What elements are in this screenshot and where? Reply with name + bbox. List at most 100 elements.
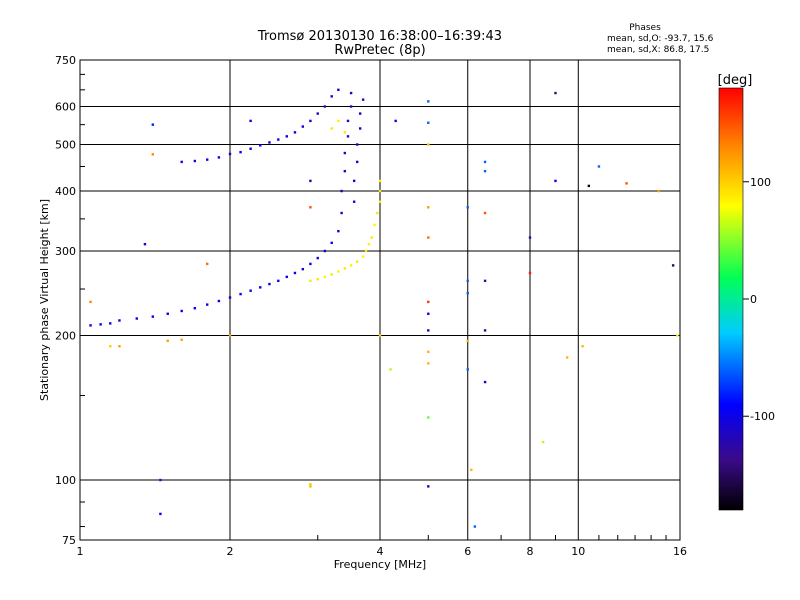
echo-point: [466, 292, 469, 295]
y-tick-label: 500: [55, 139, 76, 152]
echo-point: [143, 242, 147, 246]
echo-point: [151, 153, 155, 156]
echo-point: [259, 144, 262, 147]
echo-point: [361, 98, 365, 101]
echo-point: [483, 160, 487, 164]
colorbar-label: [deg]: [718, 73, 753, 88]
echo-point: [367, 242, 371, 246]
echo-point: [483, 169, 487, 173]
y-tick-label: 300: [55, 245, 76, 258]
echo-point: [389, 368, 392, 371]
echo-point: [466, 279, 469, 283]
echo-point: [277, 279, 280, 283]
echo-point: [217, 299, 221, 303]
echo-point: [541, 440, 545, 444]
echo-point: [349, 105, 353, 108]
echo-point: [301, 267, 305, 271]
echo-point: [118, 319, 121, 322]
echo-point: [180, 160, 183, 164]
colorbar-tick-label: 0: [750, 293, 757, 306]
colorbar-ticks: 100 0 -100: [743, 176, 775, 423]
colorbar: [deg] 100 0 -100: [718, 73, 775, 511]
plot-area: 1 2 4 6 8 10 16 75 100 200 300 400 500 600 750: [55, 54, 687, 558]
echo-point: [427, 485, 430, 488]
echo-point: [180, 309, 183, 313]
y-tick-label: 200: [55, 330, 76, 343]
echo-point: [285, 135, 288, 138]
echo-point: [394, 119, 397, 123]
echo-point: [343, 131, 347, 134]
echo-point: [355, 260, 359, 263]
echo-point: [466, 368, 469, 371]
echo-point: [151, 315, 155, 318]
echo-point: [330, 95, 333, 98]
echo-point: [581, 345, 584, 348]
echo-point: [358, 112, 362, 115]
echo-point: [316, 112, 319, 115]
echo-point: [205, 262, 209, 266]
phase-info-o: mean, sd,O: -93.7, 15.6: [607, 34, 714, 44]
echo-point: [378, 334, 382, 337]
echo-point: [376, 211, 379, 215]
x-tick-label: 2: [227, 545, 234, 558]
y-tick-label: 600: [55, 101, 76, 114]
echo-point: [483, 279, 487, 283]
y-tick-label: 750: [55, 54, 76, 67]
echo-point: [309, 206, 312, 209]
echo-point: [427, 143, 430, 146]
echo-point: [343, 169, 347, 173]
y-tick-label: 400: [55, 185, 76, 198]
echo-point: [473, 525, 477, 528]
echo-point: [337, 229, 340, 233]
echo-point: [378, 200, 382, 203]
echo-point: [205, 303, 209, 306]
echo-point: [337, 119, 340, 123]
echo-point: [89, 324, 92, 327]
echo-point: [470, 468, 473, 472]
x-tick-label: 8: [527, 545, 534, 558]
x-tick-label: 16: [673, 545, 687, 558]
echo-point: [109, 345, 112, 348]
y-axis-label: Stationary phase Virtual Height [km]: [38, 199, 51, 401]
echo-point: [364, 249, 368, 253]
echo-point: [309, 179, 312, 183]
echo-point: [159, 512, 162, 516]
x-axis-label: Frequency [MHz]: [334, 558, 426, 571]
echo-point: [239, 292, 242, 296]
echo-point: [554, 179, 557, 183]
echo-point: [427, 350, 430, 353]
echo-point: [352, 200, 356, 203]
echo-point: [193, 159, 197, 163]
x-tick-label: 10: [571, 545, 585, 558]
echo-point: [323, 275, 327, 279]
echo-point: [427, 362, 430, 365]
x-tick-label: 1: [77, 545, 84, 558]
echo-point: [483, 380, 487, 384]
echo-point: [337, 88, 340, 92]
echo-point: [483, 211, 487, 215]
echo-point: [554, 91, 557, 95]
x-tick-label: 4: [377, 545, 384, 558]
echo-point: [259, 286, 262, 289]
echo-point: [427, 300, 430, 304]
echo-point: [330, 127, 333, 130]
echo-point: [373, 223, 376, 227]
echo-point: [277, 138, 280, 141]
echo-point: [343, 267, 347, 270]
echo-point: [249, 119, 252, 123]
echo-point: [323, 105, 327, 108]
echo-point: [285, 275, 288, 279]
echo-point: [355, 143, 359, 146]
y-tick-label: 100: [55, 474, 76, 487]
echo-point: [99, 323, 102, 326]
echo-point: [109, 322, 112, 325]
echo-point: [89, 300, 92, 304]
echo-point: [118, 345, 121, 348]
echo-point: [309, 119, 312, 123]
echo-point: [228, 152, 232, 156]
echo-point: [528, 236, 532, 239]
echo-point: [343, 151, 347, 155]
echo-point: [249, 289, 252, 292]
echo-point: [205, 158, 209, 161]
